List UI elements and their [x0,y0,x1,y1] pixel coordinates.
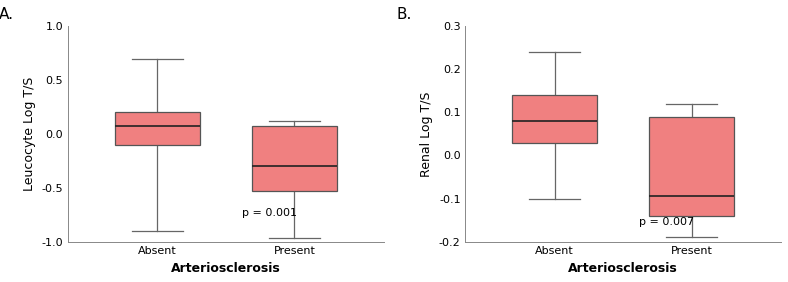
Y-axis label: Renal Log T/S: Renal Log T/S [420,91,433,177]
Bar [115,113,199,145]
Text: p = 0.001: p = 0.001 [242,208,296,218]
Text: p = 0.007: p = 0.007 [639,217,694,227]
Bar [252,126,337,191]
Y-axis label: Leucocyte Log T/S: Leucocyte Log T/S [23,77,36,191]
Text: A.: A. [0,7,13,22]
Bar [649,117,734,216]
X-axis label: Arteriosclerosis: Arteriosclerosis [568,262,678,275]
Text: B.: B. [396,7,411,22]
X-axis label: Arteriosclerosis: Arteriosclerosis [171,262,281,275]
Bar [512,95,597,143]
